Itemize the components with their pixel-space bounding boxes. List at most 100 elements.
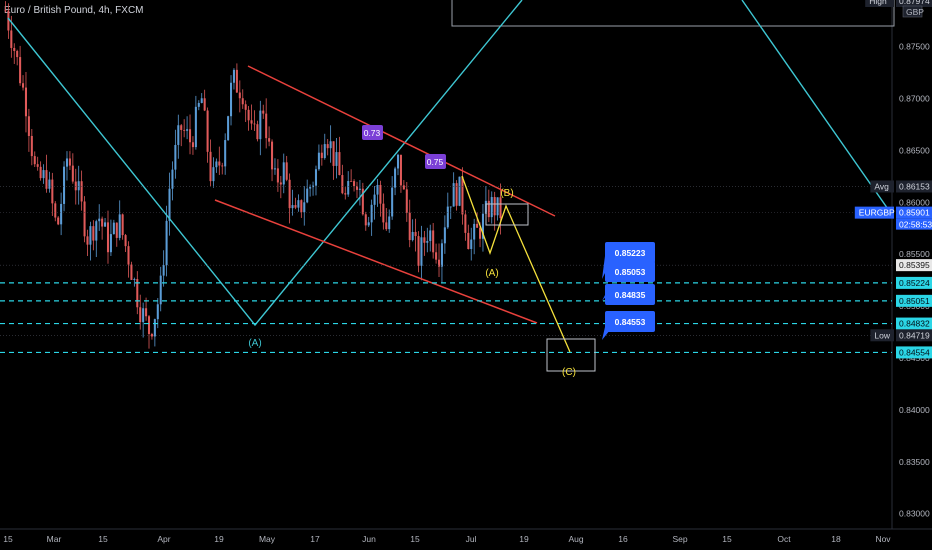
- candle-body: [306, 188, 309, 203]
- candle-body: [145, 308, 148, 317]
- candle-body: [194, 106, 197, 148]
- candle-body: [4, 10, 7, 12]
- candle-body: [314, 169, 318, 186]
- avg-tag-label: Avg: [874, 181, 889, 191]
- candle-body: [48, 179, 51, 189]
- y-tick-label: 0.83500: [899, 457, 930, 467]
- candle-body: [464, 214, 467, 233]
- candle-body: [499, 197, 502, 219]
- fib-badge: [362, 125, 383, 140]
- candle-body: [71, 165, 74, 182]
- candle-body: [449, 206, 452, 208]
- candle-body: [282, 162, 285, 185]
- candle-body: [300, 200, 303, 213]
- candle-body: [279, 182, 282, 185]
- x-tick-label: 16: [618, 534, 628, 544]
- candle-body: [435, 252, 438, 260]
- candle-body: [80, 181, 83, 202]
- candle-body: [63, 166, 66, 204]
- candle-body: [168, 188, 171, 221]
- candle-body: [385, 222, 388, 230]
- fib-badge-text: 0.73: [364, 128, 381, 138]
- candle-body: [303, 202, 306, 213]
- avg-tag-label-bg: [870, 180, 894, 193]
- candle-body: [273, 168, 276, 170]
- candle-body: [165, 220, 168, 266]
- candle-body: [22, 83, 25, 88]
- candle-body: [124, 235, 127, 247]
- candle-body: [218, 161, 221, 166]
- candle-body: [309, 187, 312, 189]
- candle-body: [104, 222, 107, 227]
- symbol-price-tag-label-bg: [854, 206, 894, 219]
- candle-body: [177, 125, 180, 145]
- candle-body: [19, 57, 22, 84]
- top-rectangle-drawing: [451, 0, 895, 27]
- candle-body: [423, 237, 426, 243]
- candle-body: [7, 10, 10, 31]
- cyan-decline-line: [741, 0, 891, 213]
- level-tag-bg: [896, 346, 932, 359]
- candle-body: [493, 197, 496, 216]
- axis-layer: 0.830000.835000.840000.845000.850000.855…: [3, 0, 932, 544]
- candle-body: [388, 216, 391, 230]
- candle-body: [496, 197, 499, 216]
- candle-body: [95, 221, 98, 241]
- candle-body: [86, 236, 89, 245]
- price-callout: [605, 242, 655, 263]
- candle-body: [247, 109, 250, 121]
- x-tick-label: Jun: [362, 534, 376, 544]
- candle-body: [142, 308, 145, 323]
- candle-body: [203, 98, 206, 111]
- y-tick-label: 0.87000: [899, 94, 930, 104]
- candle-body: [487, 200, 490, 218]
- c-target-box: [546, 338, 596, 372]
- candle-body: [153, 319, 156, 337]
- currency-badge-text: GBP: [906, 7, 924, 17]
- price-callout: [605, 261, 655, 282]
- channel-upper-line: [247, 65, 556, 217]
- high-tag-bg: [896, 0, 932, 7]
- candle-body: [77, 181, 80, 191]
- level-tag-value: 0.85224: [899, 278, 930, 288]
- candle-body: [227, 116, 230, 141]
- candle-body: [183, 129, 186, 131]
- candle-body: [92, 226, 95, 241]
- x-tick-label: Aug: [568, 534, 583, 544]
- candle-body: [312, 185, 315, 188]
- candle-body: [68, 158, 71, 166]
- candle-body: [440, 243, 443, 267]
- price-callout-text: 0.84835: [615, 290, 646, 300]
- cyan-wave-line: [7, 0, 523, 327]
- x-tick-label: Oct: [777, 534, 791, 544]
- low-tag-value: 0.84719: [899, 330, 930, 340]
- candle-body: [54, 203, 57, 218]
- candle-body: [320, 152, 323, 159]
- callout-pointer: [602, 256, 610, 279]
- candle-body: [253, 123, 256, 125]
- candle-body: [467, 232, 470, 250]
- candles-layer: [4, 1, 502, 349]
- candle-body: [414, 231, 417, 237]
- channel-lower-line: [214, 199, 538, 324]
- candle-body: [367, 222, 370, 226]
- candle-body: [481, 213, 484, 239]
- currency-badge: [902, 5, 923, 18]
- candle-body: [39, 166, 42, 179]
- candle-body: [101, 218, 104, 227]
- grid-layer: [0, 0, 932, 530]
- candle-body: [74, 181, 77, 191]
- candle-body: [57, 217, 60, 225]
- candle-body: [244, 104, 247, 110]
- level-tag-bg: [896, 259, 932, 272]
- candle-body: [83, 201, 86, 237]
- candle-body: [115, 222, 118, 238]
- candle-body: [256, 124, 259, 140]
- candle-body: [490, 197, 493, 218]
- yellow-wave-line: [461, 175, 571, 353]
- candle-body: [417, 236, 420, 266]
- candle-body: [364, 214, 367, 226]
- candle-body: [156, 304, 159, 320]
- x-tick-label: 15: [410, 534, 420, 544]
